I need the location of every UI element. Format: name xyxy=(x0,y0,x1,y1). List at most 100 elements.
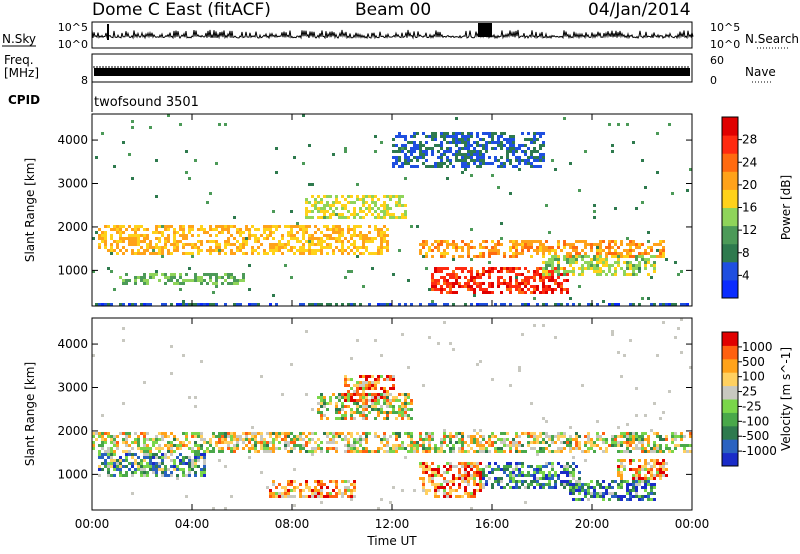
power-cell xyxy=(482,153,485,156)
velocity-cell xyxy=(398,405,401,408)
power-cell xyxy=(623,270,626,273)
velocity-cell xyxy=(635,432,638,435)
power-cell xyxy=(500,237,503,240)
freq-trace xyxy=(93,66,690,76)
velocity-cell xyxy=(248,441,251,444)
velocity-cell xyxy=(476,444,479,447)
power-cell xyxy=(467,255,470,258)
velocity-cell xyxy=(308,486,311,489)
velocity-cell xyxy=(653,492,656,495)
velocity-cell xyxy=(260,375,263,378)
velocity-cell xyxy=(263,444,266,447)
velocity-cell xyxy=(548,474,551,477)
power-cell xyxy=(221,282,224,285)
power-cell xyxy=(242,276,245,279)
velocity-cell xyxy=(464,474,467,477)
velocity-cell xyxy=(110,465,113,468)
power-cell xyxy=(662,255,665,258)
power-cell xyxy=(308,252,311,255)
velocity-cell xyxy=(386,396,389,399)
velocity-cell xyxy=(125,459,128,462)
power-cell xyxy=(458,138,461,141)
velocity-cell xyxy=(332,447,335,450)
velocity-cell xyxy=(299,483,302,486)
velocity-cell xyxy=(194,396,197,399)
velocity-cell xyxy=(194,450,197,453)
power-cell xyxy=(467,279,470,282)
velocity-cell xyxy=(176,477,179,480)
velocity-cell xyxy=(161,459,164,462)
power-cell xyxy=(296,225,299,228)
velocity-cell xyxy=(236,441,239,444)
power-cell xyxy=(440,162,443,165)
velocity-cell xyxy=(137,456,140,459)
velocity-cell xyxy=(320,447,323,450)
power-cell xyxy=(209,303,212,306)
power-cell xyxy=(422,240,425,243)
power-cell xyxy=(365,207,368,210)
power-cell xyxy=(218,123,221,126)
power-cell xyxy=(224,243,227,246)
velocity-cell xyxy=(338,435,341,438)
velocity-cell xyxy=(320,396,323,399)
velocity-cell xyxy=(650,498,653,501)
power-cell xyxy=(473,162,476,165)
power-cell xyxy=(206,240,209,243)
power-cell xyxy=(371,252,374,255)
power-cell xyxy=(329,237,332,240)
power-cell xyxy=(440,141,443,144)
power-cell xyxy=(428,135,431,138)
power-cell xyxy=(602,270,605,273)
power-cell xyxy=(101,240,104,243)
velocity-cell xyxy=(395,438,398,441)
velocity-cell xyxy=(566,465,569,468)
velocity-cell xyxy=(158,465,161,468)
power-cell xyxy=(248,288,251,291)
power-cell xyxy=(344,216,347,219)
velocity-cell xyxy=(98,450,101,453)
velocity-cell xyxy=(317,489,320,492)
velocity-cell xyxy=(146,438,149,441)
power-cell xyxy=(539,165,542,168)
power-cell xyxy=(545,285,548,288)
power-cell xyxy=(620,252,623,255)
velocity-cell xyxy=(539,477,542,480)
power-cell xyxy=(272,246,275,249)
power-cell xyxy=(608,240,611,243)
power-cell xyxy=(446,156,449,159)
power-cell xyxy=(266,234,269,237)
power-cell xyxy=(455,156,458,159)
power-cell xyxy=(488,276,491,279)
velocity-cell xyxy=(296,486,299,489)
velocity-cell xyxy=(539,435,542,438)
power-cell xyxy=(656,132,659,135)
power-cell xyxy=(458,150,461,153)
power-cell xyxy=(110,252,113,255)
power-cell xyxy=(326,237,329,240)
velocity-cell xyxy=(641,447,644,450)
velocity-cell xyxy=(368,381,371,384)
velocity-cell xyxy=(290,441,293,444)
power-cell xyxy=(137,237,140,240)
power-cell xyxy=(326,201,329,204)
power-cell xyxy=(461,270,464,273)
power-cell xyxy=(308,225,311,228)
power-cell xyxy=(617,252,620,255)
velocity-cell xyxy=(125,471,128,474)
power-cell xyxy=(461,246,464,249)
velocity-cell xyxy=(644,468,647,471)
velocity-cell xyxy=(245,444,248,447)
power-cell xyxy=(155,246,158,249)
power-cell xyxy=(362,198,365,201)
power-cell xyxy=(182,246,185,249)
velocity-cell xyxy=(224,465,227,468)
power-cell xyxy=(239,249,242,252)
velocity-cell xyxy=(110,474,113,477)
velocity-cell xyxy=(515,432,518,435)
station-title: Dome C East (fitACF) xyxy=(92,0,271,20)
power-cell xyxy=(449,276,452,279)
power-cell xyxy=(422,243,425,246)
velocity-cell xyxy=(437,471,440,474)
power-cell xyxy=(506,270,509,273)
power-colorbar-cell xyxy=(722,135,738,154)
